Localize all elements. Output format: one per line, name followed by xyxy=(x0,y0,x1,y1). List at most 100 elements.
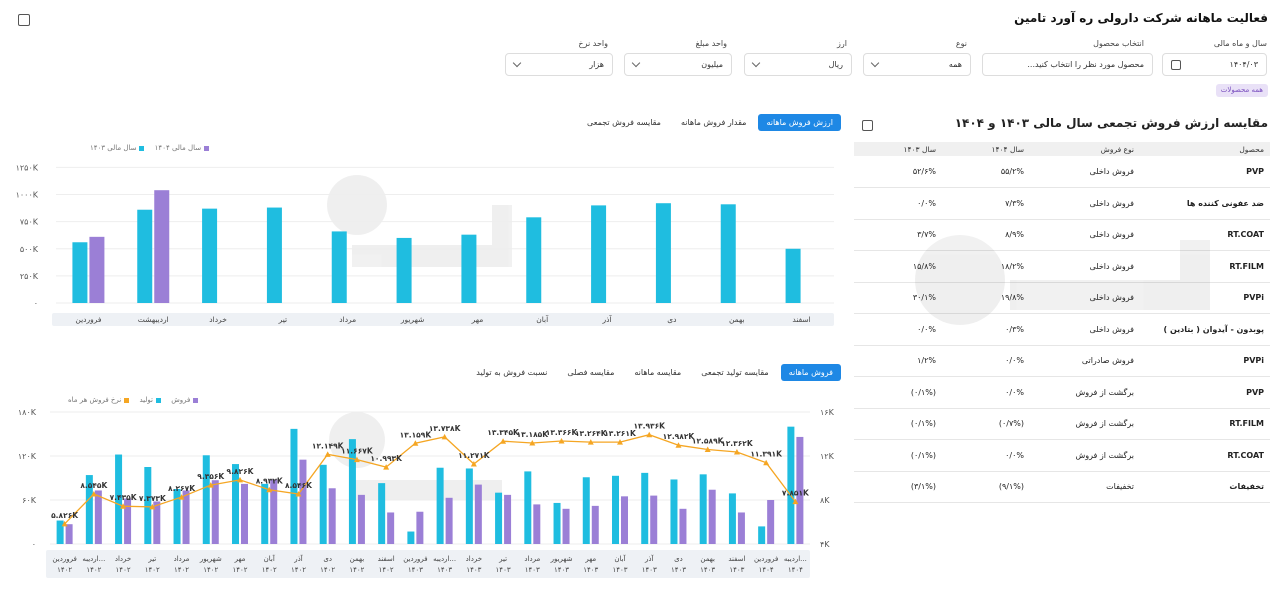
rate-data-label: ۱۳.۳۴۵K xyxy=(487,428,520,437)
table-row[interactable]: RT.COAT فروش داخلی ۸/۹% ۳/۷% xyxy=(854,219,1270,251)
rate-point xyxy=(383,464,390,470)
x-tick-label: ۱۴۰۳ xyxy=(729,566,744,574)
bar-1403 xyxy=(331,231,347,303)
rate-data-label: ۱۲.۹۸۲K xyxy=(663,432,696,441)
sale-type-cell: برگشت از فروش xyxy=(1030,376,1140,409)
sale-type-cell: برگشت از فروش xyxy=(1030,439,1140,472)
y-tick-label: ۰ xyxy=(34,299,38,308)
value-1403-cell: ۱۵/۸% xyxy=(854,250,942,283)
x-tick-label: ۱۴۰۳ xyxy=(671,566,686,574)
table-row[interactable]: PVP فروش داخلی ۵۵/۲% ۵۲/۶% xyxy=(854,156,1270,188)
value-1403-cell: ۱/۲% xyxy=(854,345,942,377)
monthly-sales-chart: ۰ ۲۵۰K ۵۰۰K ۷۵۰K ۱۰۰۰K ۱۲۵۰K فروردین اردیبهشت خر… xyxy=(16,163,834,326)
bar-production xyxy=(641,472,649,544)
chevron-down-icon xyxy=(751,58,761,68)
bar-production xyxy=(465,468,473,544)
amount-unit-select[interactable]: میلیون xyxy=(624,53,732,76)
rate-data-label: ۱۲.۳۶۲K xyxy=(721,439,754,448)
x-tick-label: خرداد xyxy=(115,555,131,563)
tab-seasonal-compare[interactable]: مقایسه فصلی xyxy=(559,364,623,381)
table-row[interactable]: تخفیفات تخفیفات (۹/۱%) (۳/۱%) xyxy=(854,471,1270,503)
chart1-tabs: ارزش فروش ماهانه مقدار فروش ماهانه مقایس… xyxy=(579,114,841,131)
x-tick-label: ۱۴۰۳ xyxy=(437,566,452,574)
bar-1403 xyxy=(461,234,477,303)
bar-sales xyxy=(591,505,599,544)
x-tick-label: مرداد xyxy=(524,555,540,563)
bar-sales xyxy=(387,512,395,544)
rate-data-label: ۵.۸۲۶K xyxy=(51,511,79,520)
table-row[interactable]: RT.FILM برگشت از فروش (۰/۷%) (۰/۱%) xyxy=(854,408,1270,440)
table-row[interactable]: PVP برگشت از فروش ۰/۰% (۰/۱%) xyxy=(854,376,1270,409)
bar-production xyxy=(115,454,123,544)
rate-point xyxy=(266,486,273,493)
y-tick-label: ۷۵۰K xyxy=(20,218,39,227)
x-tick-label: خرداد xyxy=(466,555,482,563)
legend-item[interactable]: فروش xyxy=(171,396,199,404)
legend-swatch xyxy=(124,397,130,403)
rate-data-label: ۸.۲۶۷K xyxy=(168,484,196,493)
export-icon[interactable] xyxy=(18,14,30,26)
legend-item[interactable]: سال مالی ۱۴۰۳ xyxy=(90,144,145,152)
rate-point xyxy=(704,446,711,453)
tab-sales-to-production[interactable]: نسبت فروش به تولید xyxy=(468,364,556,381)
product-placeholder: محصول مورد نظر را انتخاب کنید... xyxy=(1027,60,1144,69)
bar-production xyxy=(495,492,503,544)
legend-item[interactable]: سال مالی ۱۴۰۴ xyxy=(155,144,210,152)
legend-label: نرخ فروش هر ماه xyxy=(68,396,122,404)
col-1403: سال ۱۴۰۳ xyxy=(854,142,942,156)
export-icon[interactable] xyxy=(862,120,873,131)
table-row[interactable]: ضد عفونی کننده ها فروش داخلی ۷/۳% ۰/۰% xyxy=(854,187,1270,220)
all-products-chip[interactable]: همه محصولات xyxy=(1215,84,1268,97)
legend-label: فروش xyxy=(171,396,191,404)
bar-sales xyxy=(737,512,745,544)
legend-item[interactable]: نرخ فروش هر ماه xyxy=(68,396,130,404)
tab-monthly-sales[interactable]: فروش ماهانه xyxy=(780,364,841,381)
x-tick-label: بهمن xyxy=(350,555,365,563)
bar-1404 xyxy=(154,190,170,303)
bar-production xyxy=(232,464,239,544)
bar-production xyxy=(173,489,181,544)
bar-1404 xyxy=(89,236,105,303)
rate-point xyxy=(500,438,507,444)
currency-select[interactable]: ریال xyxy=(744,53,852,76)
chevron-down-icon xyxy=(870,58,880,68)
table-row[interactable]: PVPi فروش صادراتی ۰/۰% ۱/۲% xyxy=(854,345,1270,377)
tab-monthly-compare[interactable]: مقایسه ماهانه xyxy=(626,364,690,381)
table-row[interactable]: پوبدون - آیدوان ( بتادین ) فروش داخلی ۰/۳%… xyxy=(854,313,1270,346)
bar-sales xyxy=(211,480,219,544)
tab-cumulative-production[interactable]: مقایسه تولید تجمعی xyxy=(693,364,777,381)
bar-production xyxy=(290,428,298,544)
legend-swatch xyxy=(193,397,199,403)
rate-data-label: ۹.۳۵۶K xyxy=(197,472,225,481)
y-tick-label: ۲۵۰K xyxy=(20,272,39,281)
bar-1403 xyxy=(202,208,218,303)
x-tick-label: آبان xyxy=(264,554,276,563)
bar-sales xyxy=(328,488,336,544)
bar-sales xyxy=(504,494,512,544)
legend-label: سال مالی ۱۴۰۳ xyxy=(90,144,137,152)
y2-tick-label: ۸K xyxy=(820,496,830,505)
product-cell: PVP xyxy=(1140,156,1270,188)
type-select[interactable]: همه xyxy=(863,53,971,76)
tab-monthly-sales-quantity[interactable]: مقدار فروش ماهانه xyxy=(672,114,755,131)
tab-monthly-sales-value[interactable]: ارزش فروش ماهانه xyxy=(758,114,841,131)
col-product: محصول xyxy=(1140,142,1270,156)
rate-point xyxy=(61,520,68,527)
table-header-row: محصول نوع فروش سال ۱۴۰۴ سال ۱۴۰۳ xyxy=(854,142,1270,156)
period-field[interactable]: ۱۴۰۴/۰۳ xyxy=(1162,53,1267,76)
x-tick-label: اسفند xyxy=(378,555,395,563)
product-select[interactable]: محصول مورد نظر را انتخاب کنید... xyxy=(982,53,1153,76)
table-row[interactable]: RT.COAT برگشت از فروش ۰/۰% (۰/۱%) xyxy=(854,439,1270,472)
rate-data-label: ۱۳.۱۸۵K xyxy=(517,430,550,439)
value-1404-cell: (۹/۱%) xyxy=(942,471,1030,503)
tab-cumulative-sales[interactable]: مقایسه فروش تجمعی xyxy=(579,114,669,131)
rate-data-label: ۱۳.۹۳۶K xyxy=(633,422,666,431)
rate-unit-select[interactable]: هزار xyxy=(505,53,613,76)
calendar-icon xyxy=(1171,59,1181,70)
legend-item[interactable]: تولید xyxy=(139,396,161,404)
rate-point xyxy=(470,461,477,467)
chart1-legend: سال مالی ۱۴۰۳ سال مالی ۱۴۰۴ xyxy=(82,144,210,152)
rate-data-label: ۱۳.۳۶۶K xyxy=(546,428,579,437)
